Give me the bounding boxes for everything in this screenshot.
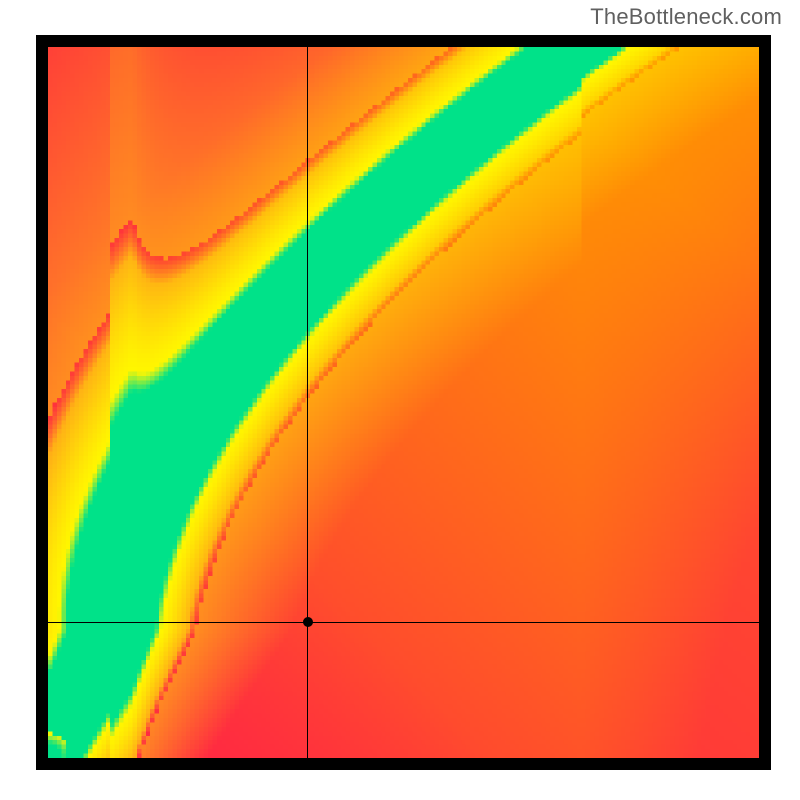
watermark-text: TheBottleneck.com (590, 4, 782, 30)
crosshair-horizontal (48, 622, 759, 623)
plot-frame (36, 35, 771, 770)
heatmap-canvas (48, 47, 759, 758)
crosshair-point (303, 617, 313, 627)
chart-container: { "watermark": "TheBottleneck.com", "can… (0, 0, 800, 800)
crosshair-vertical (307, 47, 308, 758)
